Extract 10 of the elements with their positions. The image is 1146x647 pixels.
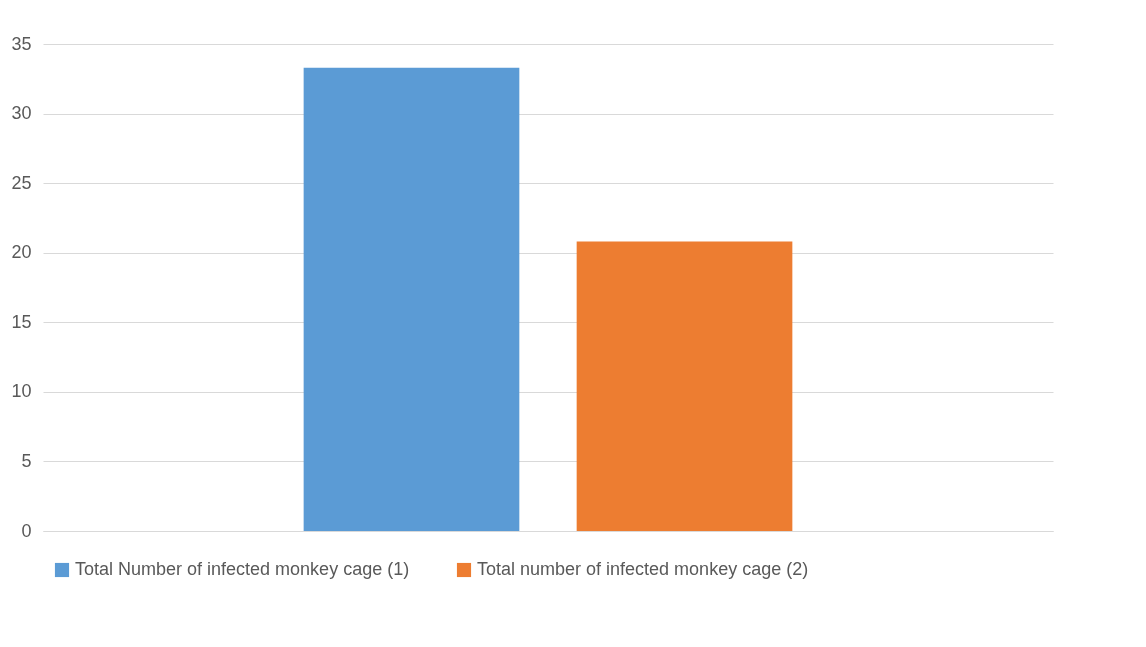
- y-tick-label: 35: [11, 33, 32, 54]
- y-tick-label: 5: [21, 450, 32, 471]
- legend-label: Total number of infected monkey cage (2): [477, 559, 809, 579]
- y-tick-label: 25: [11, 172, 32, 193]
- y-tick-label: 15: [11, 311, 32, 332]
- legend-label: Total Number of infected monkey cage (1): [75, 559, 410, 579]
- y-tick-label: 20: [11, 242, 32, 263]
- y-tick-label: 0: [21, 520, 32, 541]
- y-tick-label: 30: [11, 103, 32, 124]
- y-tick-label: 10: [11, 381, 32, 402]
